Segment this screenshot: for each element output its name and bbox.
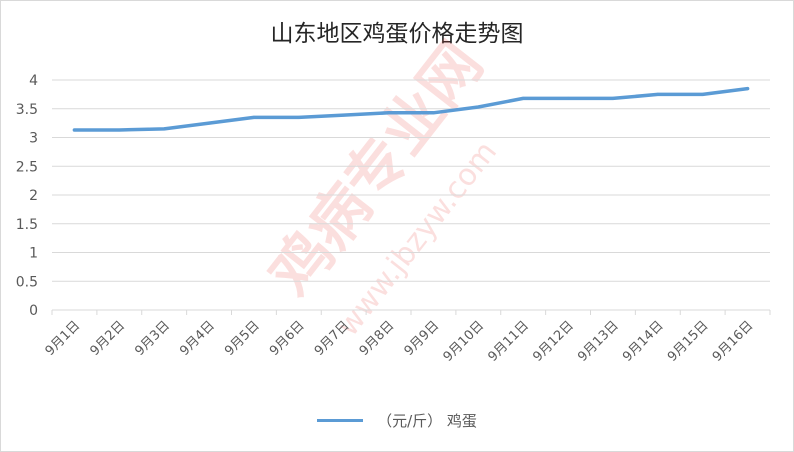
x-tick-label: 9月3日 bbox=[132, 318, 173, 359]
x-tick-label: 9月12日 bbox=[530, 318, 577, 365]
series-line bbox=[72, 86, 750, 132]
data-point bbox=[656, 92, 660, 96]
data-point bbox=[387, 111, 391, 115]
x-tick-label: 9月2日 bbox=[87, 318, 128, 359]
y-tick-label: 4 bbox=[29, 73, 38, 89]
y-tick-label: 0.5 bbox=[16, 274, 38, 290]
data-point bbox=[611, 96, 615, 100]
y-tick-label: 3 bbox=[29, 131, 38, 147]
x-tick-label: 9月14日 bbox=[620, 318, 667, 365]
x-tick-label: 9月4日 bbox=[177, 318, 218, 359]
data-point bbox=[431, 111, 435, 115]
data-point bbox=[566, 96, 570, 100]
x-tick-label: 9月15日 bbox=[665, 318, 712, 365]
y-tick-label: 2 bbox=[29, 188, 38, 204]
data-point bbox=[521, 96, 525, 100]
data-point bbox=[162, 127, 166, 131]
y-tick-label: 3.5 bbox=[16, 102, 38, 118]
x-tick-label: 9月10日 bbox=[441, 318, 488, 365]
legend-swatch bbox=[317, 419, 364, 422]
x-tick-label: 9月6日 bbox=[267, 318, 308, 359]
data-point bbox=[72, 128, 76, 132]
x-tick-label: 9月11日 bbox=[485, 318, 532, 365]
x-tick-label: 9月7日 bbox=[312, 318, 353, 359]
x-tick-label: 9月16日 bbox=[710, 318, 757, 365]
x-tick-label: 9月5日 bbox=[222, 318, 263, 359]
x-tick-label: 9月13日 bbox=[575, 318, 622, 365]
x-tick-label: 9月9日 bbox=[402, 318, 443, 359]
y-tick-label: 1 bbox=[29, 246, 38, 262]
x-tick-label: 9月1日 bbox=[43, 318, 84, 359]
data-point bbox=[476, 105, 480, 109]
chart-legend: （元/斤） 鸡蛋 bbox=[0, 410, 794, 431]
data-point bbox=[117, 128, 121, 132]
chart-title: 山东地区鸡蛋价格走势图 bbox=[270, 21, 524, 47]
data-point bbox=[746, 87, 750, 91]
data-point bbox=[701, 92, 705, 96]
data-point bbox=[297, 115, 301, 119]
y-tick-label: 0 bbox=[29, 303, 38, 319]
y-tick-label: 1.5 bbox=[16, 217, 38, 233]
data-point bbox=[207, 121, 211, 125]
data-point bbox=[252, 115, 256, 119]
data-point bbox=[342, 113, 346, 117]
legend-label: （元/斤） 鸡蛋 bbox=[377, 412, 477, 430]
y-tick-label: 2.5 bbox=[16, 159, 38, 175]
